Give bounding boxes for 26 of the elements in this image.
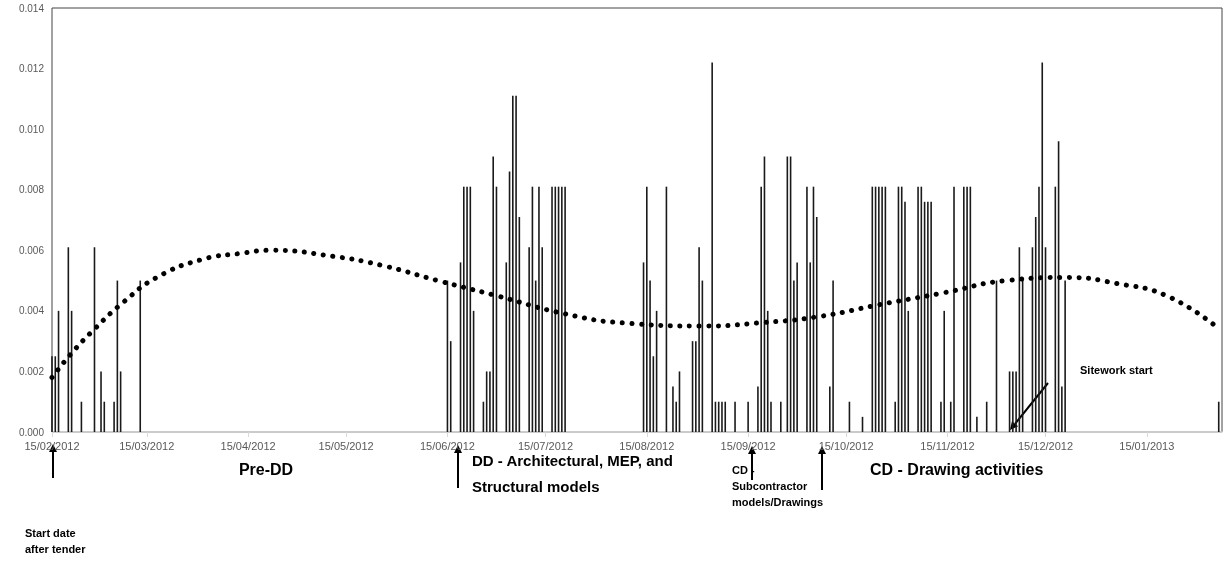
y-tick-label: 0.004	[18, 305, 45, 317]
text: Start date after tender	[25, 527, 87, 555]
y-tick-label: 0.002	[18, 365, 45, 377]
annotation: Sitework start	[1080, 364, 1154, 376]
x-tick-label: 15/01/2013	[1119, 439, 1175, 452]
y-tick-label: 0.014	[18, 2, 45, 14]
y-tick-label: 0.000	[18, 426, 45, 438]
x-tick-label: 15/11/2012	[920, 439, 975, 452]
y-tick-label: 0.012	[18, 63, 45, 75]
x-tick-label: 15/06/2012	[419, 439, 475, 452]
text: Pre-DD	[238, 461, 294, 478]
x-tick-label: 15/12/2012	[1017, 439, 1074, 452]
x-tick-label: 15/04/2012	[220, 439, 276, 452]
x-tick-label: 15/09/2012	[720, 439, 776, 452]
x-tick-label: 15/05/2012	[318, 439, 374, 452]
y-tick-label: 0.010	[18, 123, 45, 135]
x-tick-label: 15/07/2012	[517, 439, 574, 452]
text: CD - Subcontractor models/Drawings	[732, 464, 824, 508]
x-tick-label: 15/03/2012	[119, 439, 175, 452]
x-tick-label: 15/08/2012	[619, 439, 675, 452]
text: CD - Drawing activities	[870, 461, 1044, 478]
x-tick-label: 15/10/2012	[818, 439, 874, 452]
text: DD - Architectural, MEP, and Structural models	[472, 451, 678, 495]
y-tick-label: 0.008	[18, 184, 45, 196]
x-tick-label: 15/02/2012	[24, 439, 80, 452]
y-tick-label: 0.006	[18, 244, 45, 256]
